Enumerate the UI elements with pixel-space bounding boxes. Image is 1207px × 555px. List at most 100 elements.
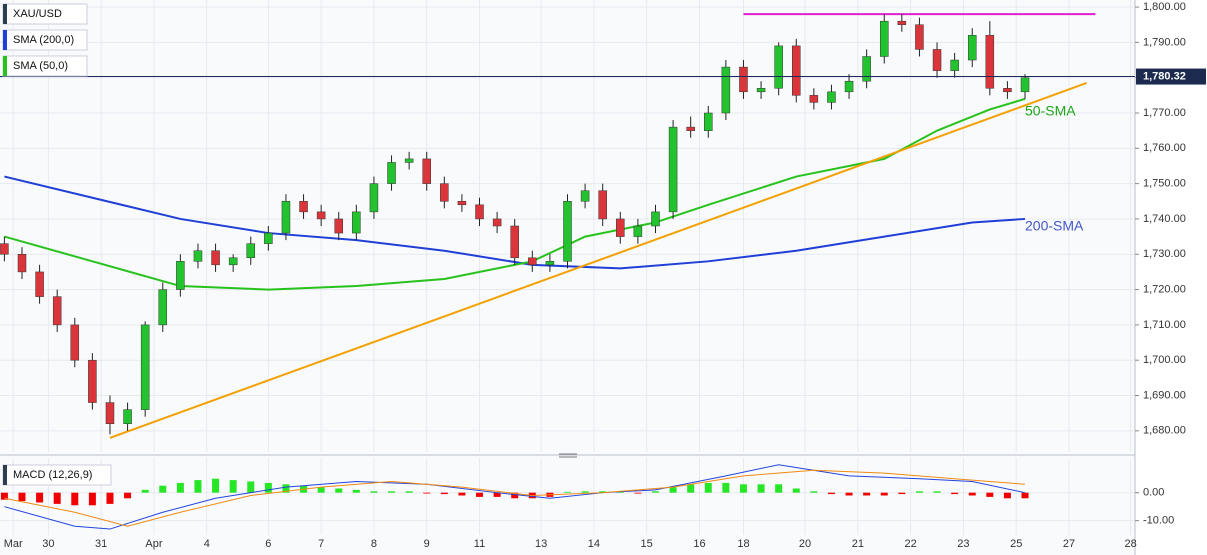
- candle-body: [510, 225, 519, 259]
- candle-body: [316, 211, 326, 220]
- macd-bar: [405, 491, 413, 493]
- macd-bar: [212, 478, 220, 493]
- candle-body: [985, 35, 995, 89]
- macd-bar: [634, 492, 642, 494]
- candle-body: [404, 158, 414, 163]
- macd-bar: [898, 492, 906, 495]
- macd-bar: [106, 492, 114, 504]
- y-tick-label: 1,680.00: [1143, 425, 1186, 437]
- macd-bar: [564, 491, 571, 493]
- macd-bar: [71, 492, 79, 506]
- legend-label: SMA (50,0): [13, 60, 68, 72]
- macd-bar: [476, 492, 484, 497]
- price-axis-panel: [1135, 0, 1207, 555]
- macd-bar: [915, 491, 923, 493]
- macd-bar: [229, 480, 237, 493]
- candle-body: [897, 20, 907, 25]
- candle-body: [704, 112, 713, 131]
- candle-body: [475, 204, 484, 220]
- candle-body: [915, 24, 924, 50]
- y-tick-label: -10.00: [1143, 515, 1174, 527]
- macd-bar: [141, 489, 149, 493]
- macd-bar: [651, 491, 659, 493]
- macd-bar: [933, 491, 941, 493]
- candle-body: [528, 257, 537, 266]
- macd-bar: [739, 484, 747, 493]
- x-tick-label: 22: [905, 538, 917, 550]
- macd-bar: [159, 485, 167, 493]
- macd-bar: [704, 482, 712, 493]
- macd-bar: [669, 487, 677, 493]
- candle-body: [932, 49, 942, 71]
- legend-swatch: [3, 465, 7, 485]
- macd-line: [4, 464, 1026, 530]
- x-tick-label: 8: [371, 538, 377, 550]
- macd-bar: [247, 481, 255, 493]
- x-tick-label: 16: [693, 538, 705, 550]
- macd-bar: [440, 492, 448, 495]
- x-tick-label: Apr: [145, 538, 162, 550]
- macd-bar: [423, 492, 431, 494]
- candle-body: [105, 402, 115, 424]
- candle-body: [774, 45, 783, 89]
- candle-body: [580, 190, 590, 202]
- macd-bar: [775, 484, 783, 493]
- macd-bar: [352, 489, 360, 493]
- x-tick-label: 31: [95, 538, 107, 550]
- macd-bar: [282, 484, 290, 493]
- macd-bar: [493, 492, 501, 497]
- macd-bar: [458, 492, 466, 496]
- macd-bar: [687, 484, 695, 493]
- candle-body: [123, 409, 132, 424]
- candle-body: [809, 95, 819, 103]
- candle-body: [879, 20, 889, 57]
- macd-bar: [194, 480, 202, 493]
- legend-swatch: [3, 30, 7, 50]
- macd-bar: [1021, 492, 1029, 499]
- candle-body: [440, 183, 449, 202]
- candle-body: [0, 243, 9, 255]
- macd-bar: [880, 492, 888, 496]
- candle-body: [1003, 88, 1012, 93]
- y-tick-label: 0.00: [1143, 487, 1164, 499]
- candle-body: [686, 126, 695, 131]
- macd-bar: [18, 492, 26, 502]
- macd-line: [4, 469, 1026, 527]
- macd-bar: [511, 492, 519, 499]
- y-tick-label: 1,740.00: [1143, 213, 1186, 225]
- macd-bar: [599, 491, 607, 493]
- macd-bar: [810, 491, 818, 493]
- macd-bar: [863, 492, 871, 496]
- y-tick-label: 1,720.00: [1143, 283, 1186, 295]
- candle-body: [422, 158, 431, 184]
- candle-body: [299, 201, 308, 213]
- candle-body: [792, 45, 801, 96]
- panel-title: MACD (12,26,9): [13, 469, 92, 481]
- macd-bar: [317, 487, 325, 493]
- macd-bar: [370, 491, 378, 493]
- x-tick-label: 9: [424, 538, 430, 550]
- y-tick-label: 1,690.00: [1143, 389, 1186, 401]
- candle-body: [950, 59, 959, 71]
- x-tick-label: 21: [852, 538, 864, 550]
- candle-body: [633, 225, 643, 237]
- macd-bar: [951, 492, 959, 495]
- y-tick-label: 1,710.00: [1143, 319, 1186, 331]
- last-price-box: [1136, 68, 1206, 85]
- last-price-label: 1,780.32: [1143, 70, 1186, 82]
- macd-bar: [264, 482, 272, 493]
- candle-body: [281, 201, 291, 234]
- candle-body: [756, 88, 766, 93]
- macd-bar: [792, 488, 800, 493]
- candle-body: [158, 289, 168, 326]
- candle-body: [334, 218, 343, 234]
- macd-bar: [845, 492, 853, 496]
- macd-bar: [36, 492, 44, 503]
- candle-body: [352, 211, 361, 234]
- candle-body: [176, 261, 185, 290]
- candle-body: [492, 218, 502, 227]
- candle-body: [844, 80, 854, 93]
- macd-bar: [88, 492, 96, 506]
- candle-body: [228, 257, 238, 266]
- x-tick-label: 28: [1124, 538, 1136, 550]
